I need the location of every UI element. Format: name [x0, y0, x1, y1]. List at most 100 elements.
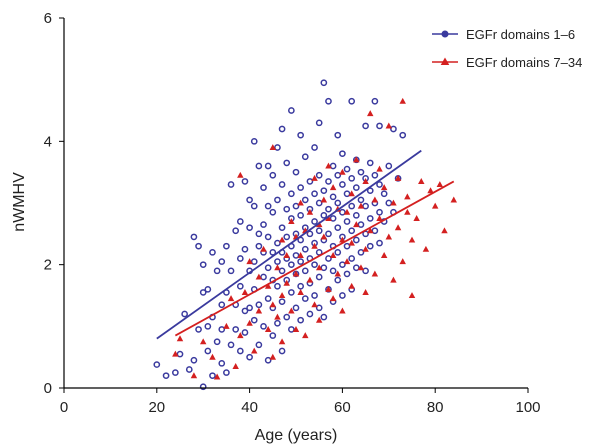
series-2: [172, 97, 457, 380]
data-point: [301, 267, 309, 275]
data-point: [292, 168, 300, 176]
data-point: [320, 79, 328, 87]
data-point: [213, 338, 221, 346]
data-point: [204, 347, 212, 355]
data-point: [376, 239, 383, 247]
data-point: [376, 181, 383, 188]
data-point: [292, 304, 300, 312]
data-point: [297, 252, 304, 258]
data-point: [255, 230, 263, 238]
data-point: [269, 171, 277, 179]
data-point: [246, 196, 253, 204]
data-point: [292, 202, 300, 210]
x-tick-label: 40: [241, 399, 258, 416]
data-point: [385, 199, 393, 207]
data-point: [329, 193, 337, 201]
data-point: [269, 208, 277, 216]
data-point: [218, 359, 226, 367]
data-point: [297, 211, 304, 219]
data-point: [436, 181, 444, 188]
data-point: [352, 264, 360, 272]
data-point: [236, 255, 244, 262]
data-point: [176, 335, 184, 342]
data-point: [367, 227, 374, 234]
data-point: [399, 258, 406, 265]
data-point: [385, 233, 393, 240]
data-point: [311, 174, 318, 181]
data-point: [348, 97, 356, 105]
data-point: [297, 258, 304, 265]
data-point: [237, 332, 244, 339]
data-point: [172, 350, 179, 357]
data-point: [431, 202, 439, 209]
data-point: [362, 245, 369, 252]
data-point: [306, 178, 314, 185]
data-point: [320, 233, 328, 240]
data-point: [264, 282, 272, 289]
data-point: [283, 252, 290, 258]
y-tick-label: 0: [44, 380, 52, 397]
data-point: [297, 131, 304, 139]
data-point: [204, 322, 212, 330]
data-point: [260, 245, 267, 252]
data-point: [348, 239, 355, 246]
data-point: [329, 267, 337, 275]
data-point: [320, 264, 328, 272]
data-point: [362, 178, 369, 184]
data-point: [343, 190, 351, 198]
data-point: [288, 218, 295, 225]
data-point: [380, 252, 388, 258]
data-point: [357, 264, 365, 271]
data-point: [195, 242, 202, 250]
data-point: [353, 221, 360, 228]
data-point: [357, 196, 365, 204]
data-point: [227, 341, 235, 349]
data-point: [288, 190, 295, 198]
data-point: [357, 202, 365, 209]
data-point: [246, 304, 253, 312]
data-point: [297, 184, 304, 191]
data-point: [255, 307, 263, 314]
data-point: [348, 190, 355, 197]
data-point: [371, 196, 379, 203]
data-point: [250, 202, 258, 210]
data-point: [348, 255, 356, 262]
data-point: [255, 301, 263, 309]
data-point: [283, 313, 291, 321]
data-point: [311, 242, 318, 249]
data-point: [264, 162, 272, 170]
data-point: [390, 199, 397, 206]
data-point: [218, 326, 226, 333]
data-point: [301, 196, 309, 204]
legend-marker-2: [440, 57, 450, 65]
data-point: [394, 224, 402, 231]
data-point: [343, 258, 351, 265]
data-point: [204, 285, 212, 293]
data-point: [232, 227, 240, 235]
data-point: [325, 215, 332, 221]
trend-line-2: [174, 180, 455, 337]
data-point: [306, 208, 314, 215]
data-point: [325, 97, 332, 105]
data-point: [352, 211, 360, 219]
data-point: [348, 202, 356, 210]
data-point: [223, 369, 230, 376]
data-point: [153, 361, 161, 368]
data-point: [315, 316, 323, 323]
data-point: [367, 110, 374, 117]
data-point: [329, 295, 337, 302]
data-point: [250, 258, 258, 265]
data-point: [339, 307, 346, 314]
data-point: [260, 184, 267, 191]
data-point: [362, 289, 369, 295]
x-tick-label: 60: [334, 399, 351, 416]
data-point: [301, 245, 309, 253]
data-point: [195, 326, 202, 333]
data-point: [376, 208, 383, 216]
data-point: [255, 162, 263, 170]
data-point: [236, 282, 244, 290]
data-point: [199, 383, 207, 391]
data-point: [223, 322, 230, 329]
data-point: [232, 363, 239, 369]
data-point: [320, 211, 328, 219]
